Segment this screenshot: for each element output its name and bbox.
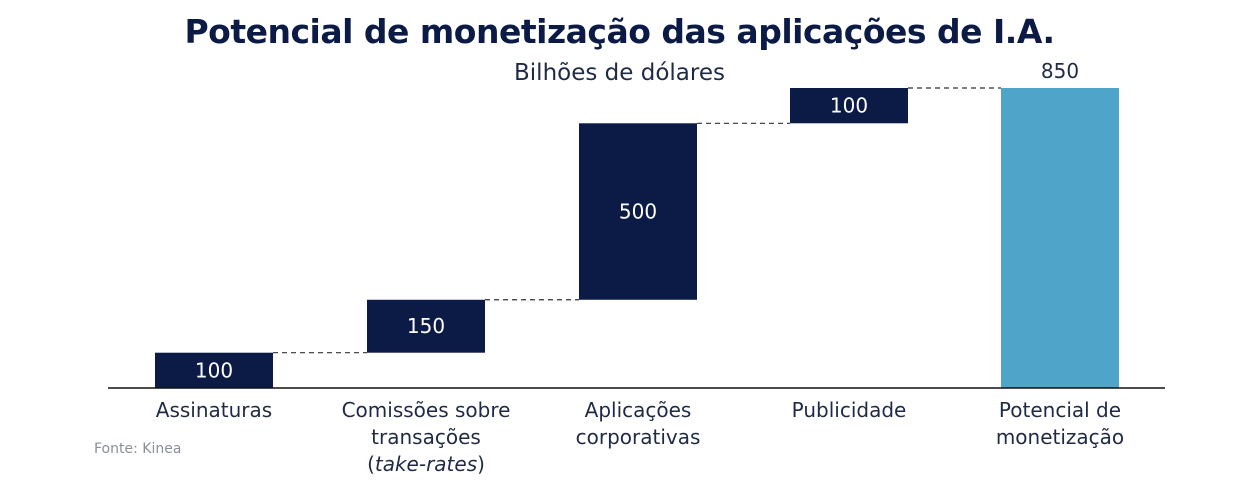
bar-value-label-5: 850	[1041, 59, 1079, 83]
category-label-5-line-1: Potencial de	[999, 398, 1121, 422]
bar-value-label-2: 150	[407, 314, 445, 338]
bar-3	[579, 123, 697, 300]
bar-2	[367, 299, 485, 353]
bar-value-label-3: 500	[619, 200, 657, 224]
chart-subtitle: Bilhões de dólares	[514, 60, 725, 86]
chart-title: Potencial de monetização das aplicações …	[184, 12, 1055, 51]
category-label-3-line-1: Aplicações	[585, 398, 692, 422]
bar-5	[1001, 88, 1119, 388]
category-label-2-line-1: Comissões sobre	[342, 398, 511, 422]
source-note: Fonte: Kinea	[94, 441, 182, 457]
category-label-5-line-2: monetização	[996, 425, 1124, 449]
category-label-3-line-2: corporativas	[576, 425, 701, 449]
category-label-2-line-3: (take-rates)	[367, 452, 485, 476]
category-label-4-line-1: Publicidade	[792, 398, 907, 422]
bar-value-label-1: 100	[195, 358, 233, 382]
category-label-1-line-1: Assinaturas	[156, 398, 272, 422]
bar-value-label-4: 100	[830, 94, 868, 118]
bar-4	[790, 88, 908, 124]
category-label-2-line-2: transações	[371, 425, 481, 449]
bar-1	[155, 352, 273, 388]
